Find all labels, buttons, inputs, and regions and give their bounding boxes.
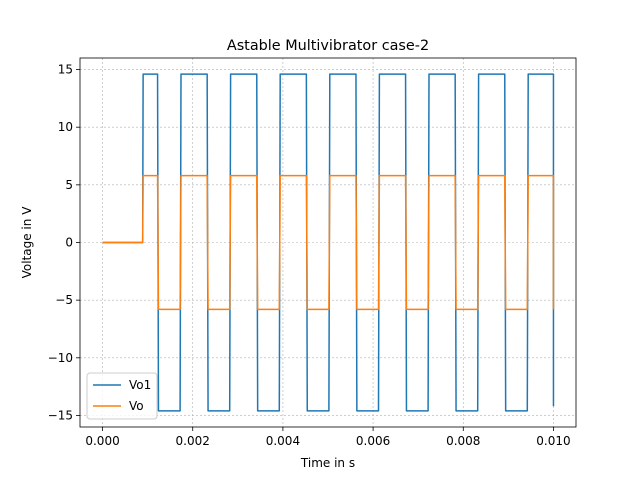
legend-label-vo1: Vo1 [129, 378, 151, 392]
series-line-vo [102, 174, 555, 311]
chart-title: Astable Multivibrator case-2 [227, 38, 429, 54]
y-tick-label: −10 [48, 351, 73, 365]
y-tick-label: 10 [58, 120, 73, 134]
y-tick-label: 5 [65, 178, 73, 192]
grid-layer [80, 58, 576, 427]
x-tick-label: 0.006 [356, 434, 390, 448]
tick-layer: 0.000 0.002 0.004 0.006 0.008 0.010 −15 −10 −5 0 5… [48, 63, 571, 448]
x-tick-label: 0.002 [176, 434, 210, 448]
x-tick-label: 0.004 [266, 434, 300, 448]
legend-label-vo: Vo [129, 399, 144, 413]
x-tick-label: 0.000 [85, 434, 119, 448]
x-tick-label: 0.008 [446, 434, 480, 448]
y-axis-label: Voltage in V [20, 206, 34, 279]
y-tick-label: −5 [55, 293, 73, 307]
series-line-vo1 [102, 73, 555, 412]
x-axis-label: Time in s [300, 456, 355, 470]
y-tick-label: 15 [58, 63, 73, 77]
x-tick-label: 0.010 [536, 434, 570, 448]
legend: Vo1 Vo [86, 372, 158, 420]
y-tick-label: −15 [48, 408, 73, 422]
series-layer [102, 73, 555, 412]
y-tick-label: 0 [65, 236, 73, 250]
